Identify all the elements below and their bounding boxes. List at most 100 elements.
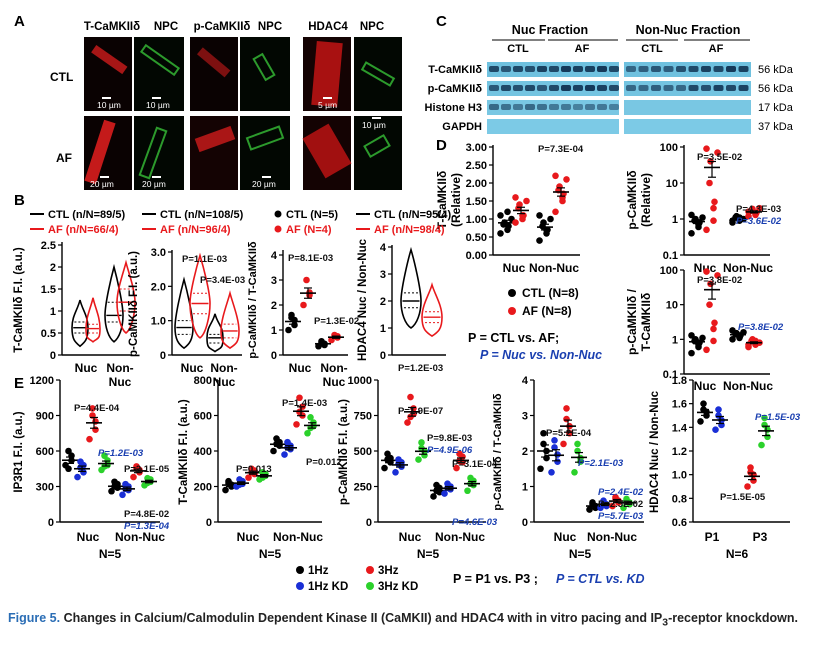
e3-dots-1 — [392, 456, 408, 476]
d1-ytick: 2.00 — [466, 178, 487, 190]
blot-band — [713, 85, 724, 91]
c-band-pcamk: p-CaMKIIδ — [428, 83, 483, 95]
e3-dots-6 — [453, 450, 469, 472]
b3-ytick: 0 — [271, 350, 277, 362]
blot-band — [713, 66, 724, 72]
data-point — [756, 204, 763, 212]
data-point — [92, 418, 99, 425]
data-point — [516, 201, 523, 208]
blot-band — [609, 85, 619, 91]
blot-band — [549, 66, 559, 72]
data-point — [467, 474, 474, 482]
blot-band — [626, 85, 636, 91]
data-point — [285, 326, 292, 334]
data-point — [77, 464, 84, 471]
data-point — [559, 194, 566, 201]
e2-ytick: 0 — [206, 517, 212, 529]
data-point — [288, 311, 295, 319]
data-point — [273, 435, 280, 442]
e3-ylabel: p-CaMKIIδ F.I. (a.u.) — [338, 399, 350, 505]
e4-xlabel-nuc: Nuc — [554, 530, 577, 544]
blot-band — [573, 85, 583, 91]
b2-xlabel-non: Non- — [210, 361, 237, 375]
e1-pvalue-3: P=2.1E-05 — [124, 464, 170, 475]
data-point — [293, 421, 300, 428]
data-point — [497, 230, 504, 237]
data-point — [86, 435, 93, 443]
data-point — [609, 502, 616, 510]
data-point — [497, 212, 504, 219]
e4-ytick: 0 — [522, 517, 528, 529]
data-point — [761, 414, 768, 422]
panel-a: T-CaMKIIδ NPC p-CaMKIIδ NPC HDAC4 NPC CT… — [50, 21, 402, 190]
a-row-af: AF — [56, 151, 72, 165]
e5-dots-2 — [744, 464, 760, 490]
data-point — [504, 208, 511, 216]
b-legend-ctl-2: CTL (n/N=108/5) — [160, 209, 244, 221]
e2-ylabel: T-CaMKIIδ F.I. (a.u.) — [178, 399, 190, 505]
e5-ytick: 0.6 — [672, 517, 687, 529]
data-point — [750, 477, 757, 484]
data-point — [597, 504, 604, 512]
a-scale-1: 10 µm — [97, 100, 121, 110]
d1-ylabel-2: (Relative) — [449, 173, 463, 227]
b2-ytick: 2.0 — [151, 281, 166, 293]
b-legend-af-1: AF (n/N=66/4) — [48, 224, 119, 236]
data-point — [552, 172, 559, 180]
e3-pvalue-2: P=9.8E-03 — [427, 433, 472, 444]
panel-label-c: C — [436, 13, 447, 30]
data-point — [710, 204, 717, 212]
data-point — [560, 440, 567, 448]
panel-label-e: E — [14, 375, 24, 392]
e1-pvalue-2: P=1.2E-03 — [98, 448, 144, 459]
b2-ytick: 1.0 — [151, 316, 166, 328]
d1-ytick: 3.00 — [466, 142, 487, 154]
e1-ytick: 0 — [48, 517, 54, 529]
data-point — [512, 219, 519, 226]
b3-xlabel-nuc2: Nuc — [323, 375, 346, 389]
b3-dots-ctl-non — [315, 337, 331, 350]
blot-strip-nonnuc — [624, 62, 751, 77]
c-sub-af1: AF — [575, 43, 590, 55]
e-legend-1hz: 1Hz — [308, 565, 329, 577]
e3-ytick: 750 — [354, 411, 372, 423]
blot-band — [726, 85, 736, 91]
e3-xlabel-non: Non-Nuc — [435, 530, 485, 544]
data-point — [574, 447, 581, 455]
data-point — [464, 487, 471, 495]
data-point — [92, 426, 99, 434]
d3-ytick: 10 — [666, 300, 678, 312]
e4-dots-5 — [597, 497, 613, 512]
e2-ytick: 400 — [194, 446, 212, 458]
c-band-gapdh: GAPDH — [442, 121, 482, 133]
e4-ytick: 1 — [522, 482, 528, 494]
blot-band — [525, 66, 535, 72]
e4-pvalue-2: P=2.1E-03 — [578, 458, 624, 469]
blot-band — [561, 104, 571, 110]
e1-ylabel: IP3R1 F.I. (a.u.) — [13, 411, 25, 492]
c-band-tcamk: T-CaMKIIδ — [428, 64, 482, 76]
data-point — [612, 493, 619, 501]
data-point — [537, 465, 544, 473]
caption-text: Changes in Calcium/Calmodulin Dependent … — [63, 611, 663, 625]
panel-label-a: A — [14, 13, 25, 30]
figure-canvas: A B C D E T-CaMKIIδ NPC p-CaMKIIδ NPC HD… — [13, 13, 801, 593]
data-point — [441, 490, 448, 497]
e4-pvalue-4: P=2.5E-02 — [598, 499, 643, 510]
blot-band — [609, 104, 619, 110]
data-point — [747, 464, 754, 471]
b3-ylabel: p-CaMKIIδ / T-CaMKIIδ — [247, 241, 259, 359]
data-point — [688, 211, 695, 219]
blot-band — [537, 104, 547, 110]
b1-ytick: 2 — [50, 262, 56, 274]
e1-ytick: 300 — [36, 482, 54, 494]
d1-xlabel-non: Non-Nuc — [529, 261, 579, 275]
blot-band — [513, 66, 523, 72]
data-point — [703, 226, 710, 234]
data-point — [586, 506, 593, 513]
e5-nlabel: N=6 — [726, 547, 749, 561]
e4-dots-4 — [586, 499, 602, 513]
data-point — [697, 418, 704, 425]
d2-pvalue-3: P=3.6E-02 — [736, 216, 782, 227]
e4-dots-6 — [609, 493, 625, 510]
